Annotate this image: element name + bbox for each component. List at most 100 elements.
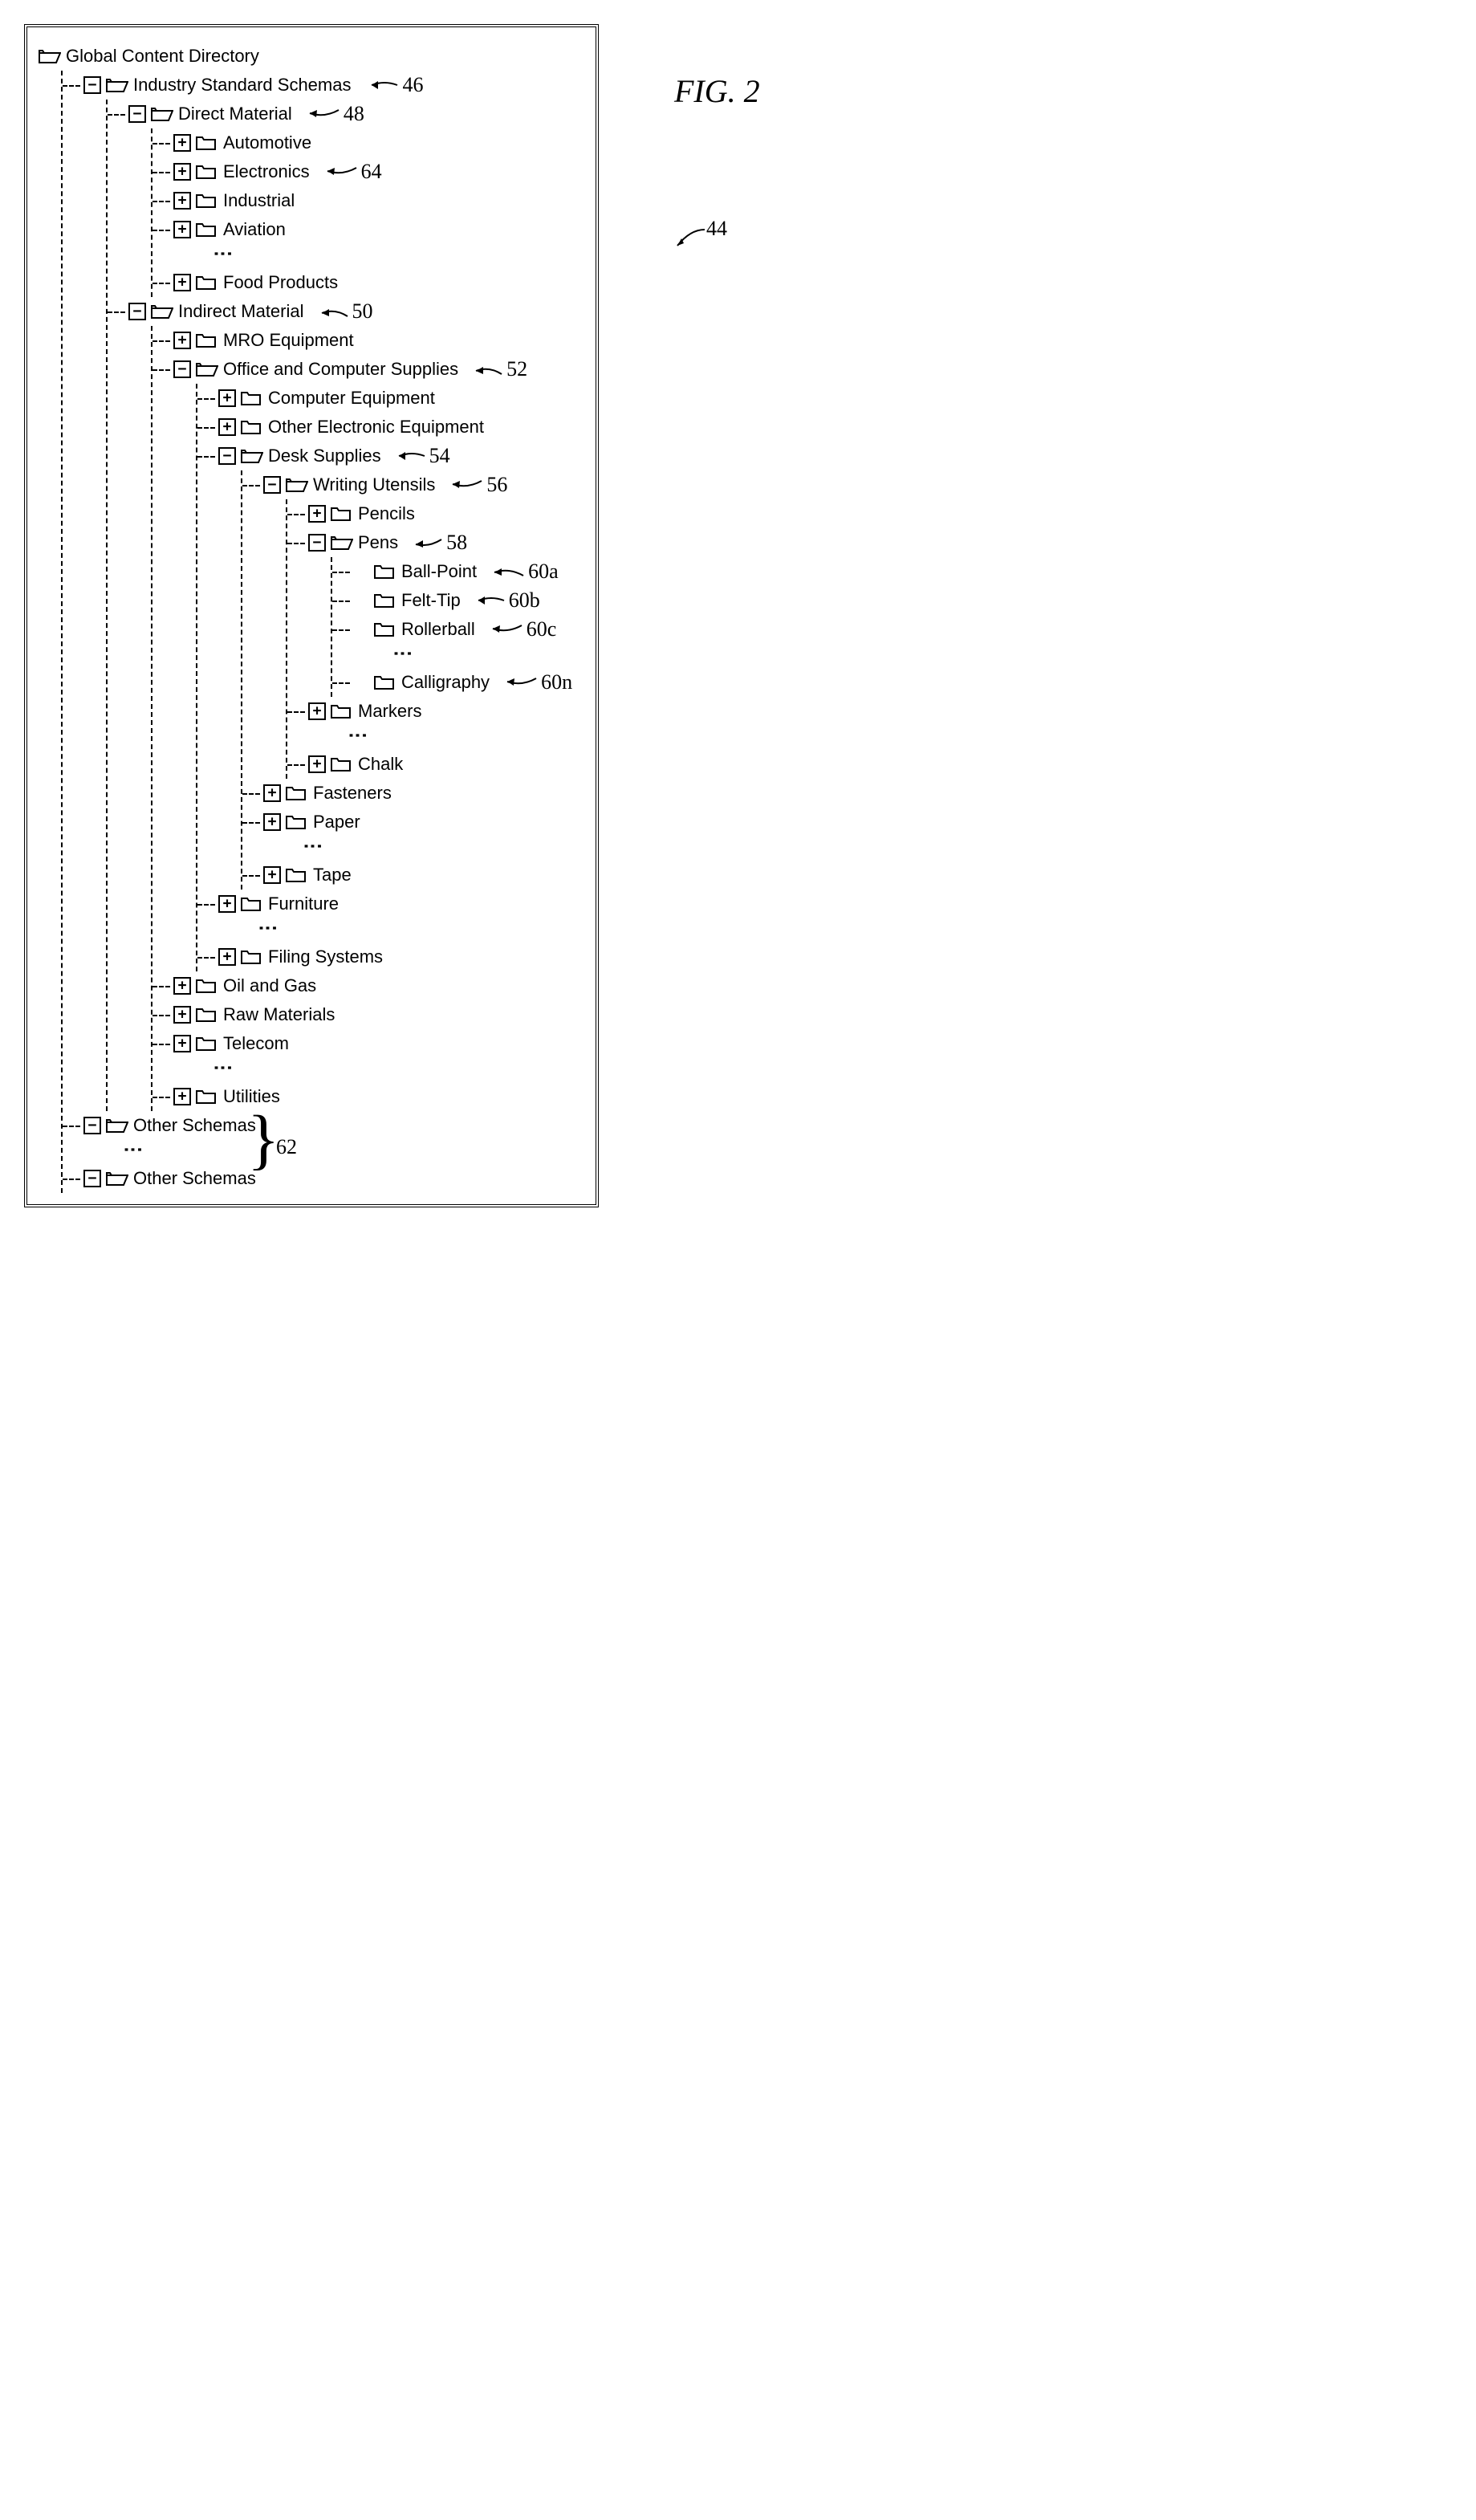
label-other-schemas-a: Other Schemas (133, 1115, 256, 1136)
expand-icon[interactable]: + (218, 948, 236, 966)
node-paper[interactable]: + Paper (242, 808, 584, 837)
node-other-schemas-b[interactable]: − Other Schemas (63, 1164, 584, 1193)
open-folder-icon (196, 361, 218, 377)
node-automotive[interactable]: +Automotive (152, 128, 584, 157)
node-felttip[interactable]: Felt-Tip 60b (332, 586, 584, 615)
node-food-products[interactable]: +Food Products (152, 268, 584, 297)
expand-icon[interactable]: + (173, 977, 191, 995)
expand-icon[interactable]: + (173, 1088, 191, 1105)
node-pens[interactable]: − Pens 58 (287, 528, 584, 697)
closed-folder-icon (374, 592, 396, 609)
collapse-icon[interactable]: − (83, 1170, 101, 1187)
label-pencils: Pencils (358, 503, 415, 524)
label-filing-systems: Filing Systems (268, 947, 383, 967)
expand-icon[interactable]: + (263, 866, 281, 884)
node-telecom[interactable]: +Telecom (152, 1029, 584, 1058)
expand-icon[interactable]: + (263, 784, 281, 802)
callout-44: 44 (706, 217, 727, 241)
expand-icon[interactable]: + (308, 505, 326, 523)
closed-folder-icon (241, 390, 263, 406)
label-direct-material: Direct Material (178, 104, 292, 124)
node-industry-std[interactable]: − Industry Standard Schemas 46 (63, 71, 584, 1111)
expand-icon[interactable]: + (173, 332, 191, 349)
expand-icon[interactable]: + (218, 895, 236, 913)
spacer-icon (353, 593, 369, 608)
open-folder-icon (151, 303, 173, 320)
node-markers[interactable]: + Markers (287, 697, 584, 726)
collapse-icon[interactable]: − (263, 476, 281, 494)
label-aviation: Aviation (223, 219, 286, 240)
node-industrial[interactable]: +Industrial (152, 186, 584, 215)
node-pencils[interactable]: + Pencils (287, 499, 584, 528)
collapse-icon[interactable]: − (83, 76, 101, 94)
ellipsis: ⋮ (242, 837, 584, 861)
collapse-icon[interactable]: − (128, 105, 146, 123)
label-desk-supplies: Desk Supplies (268, 446, 381, 466)
expand-icon[interactable]: + (173, 1006, 191, 1024)
node-ballpoint[interactable]: Ball-Point 60a (332, 557, 584, 586)
label-ballpoint: Ball-Point (401, 561, 477, 582)
expand-icon[interactable]: + (218, 389, 236, 407)
node-computer-equipment[interactable]: + Computer Equipment (197, 384, 584, 413)
callout-46: 46 (370, 73, 423, 97)
label-paper: Paper (313, 812, 360, 833)
label-felttip: Felt-Tip (401, 590, 461, 611)
node-utilities[interactable]: +Utilities (152, 1082, 584, 1111)
expand-icon[interactable]: + (308, 702, 326, 720)
node-desk-supplies[interactable]: − Desk Supplies 54 (197, 442, 584, 890)
node-aviation[interactable]: + Aviation (152, 215, 584, 244)
node-rollerball[interactable]: Rollerball 60c (332, 615, 584, 644)
label-root: Global Content Directory (66, 46, 259, 67)
node-oil-gas[interactable]: +Oil and Gas (152, 971, 584, 1000)
node-other-schemas-a[interactable]: − Other Schemas } 62 (63, 1111, 584, 1140)
callout-60b: 60b (477, 588, 540, 613)
collapse-icon[interactable]: − (218, 447, 236, 465)
expand-icon[interactable]: + (218, 418, 236, 436)
node-root[interactable]: Global Content Directory − Industry Stan… (39, 42, 584, 1193)
expand-icon[interactable]: + (263, 813, 281, 831)
expand-icon[interactable]: + (308, 755, 326, 773)
node-mro[interactable]: +MRO Equipment (152, 326, 584, 355)
figure-page: FIG. 2 44 Global Content Directory − (24, 24, 875, 1207)
node-writing-utensils[interactable]: − Writing Utensils 56 (242, 470, 584, 779)
closed-folder-icon (374, 621, 396, 637)
node-calligraphy[interactable]: Calligraphy 60n (332, 668, 584, 697)
expand-icon[interactable]: + (173, 221, 191, 238)
expand-icon[interactable]: + (173, 1035, 191, 1052)
node-furniture[interactable]: +Furniture (197, 890, 584, 918)
node-tape[interactable]: +Tape (242, 861, 584, 890)
node-other-electronic[interactable]: + Other Electronic Equipment (197, 413, 584, 442)
expand-icon[interactable]: + (173, 134, 191, 152)
closed-folder-icon (196, 1089, 218, 1105)
callout-64: 64 (326, 160, 382, 184)
closed-folder-icon (331, 506, 353, 522)
closed-folder-icon (374, 674, 396, 690)
expand-icon[interactable]: + (173, 274, 191, 291)
label-office-supplies: Office and Computer Supplies (223, 359, 458, 380)
collapse-icon[interactable]: − (128, 303, 146, 320)
ellipsis: ⋮ (152, 1058, 584, 1082)
expand-icon[interactable]: + (173, 192, 191, 210)
closed-folder-icon (196, 1036, 218, 1052)
node-indirect-material[interactable]: − Indirect Material 50 +MRO Equi (108, 297, 584, 1111)
node-chalk[interactable]: +Chalk (287, 750, 584, 779)
node-fasteners[interactable]: +Fasteners (242, 779, 584, 808)
node-electronics[interactable]: +Electronics 64 (152, 157, 584, 186)
closed-folder-icon (241, 949, 263, 965)
open-folder-icon (331, 535, 353, 551)
callout-48: 48 (308, 102, 364, 126)
expand-icon[interactable]: + (173, 163, 191, 181)
label-markers: Markers (358, 701, 421, 722)
tree-root-list: Global Content Directory − Industry Stan… (39, 42, 584, 1193)
node-direct-material[interactable]: − Direct Material 48 +Automotive (108, 100, 584, 297)
label-computer-equipment: Computer Equipment (268, 388, 435, 409)
node-filing-systems[interactable]: + Filing Systems (197, 942, 584, 971)
collapse-icon[interactable]: − (173, 360, 191, 378)
closed-folder-icon (196, 332, 218, 348)
label-calligraphy: Calligraphy (401, 672, 490, 693)
node-raw-materials[interactable]: +Raw Materials (152, 1000, 584, 1029)
collapse-icon[interactable]: − (308, 534, 326, 552)
node-office-supplies[interactable]: − Office and Computer Supplies 52 (152, 355, 584, 971)
label-other-electronic: Other Electronic Equipment (268, 417, 484, 438)
collapse-icon[interactable]: − (83, 1117, 101, 1134)
